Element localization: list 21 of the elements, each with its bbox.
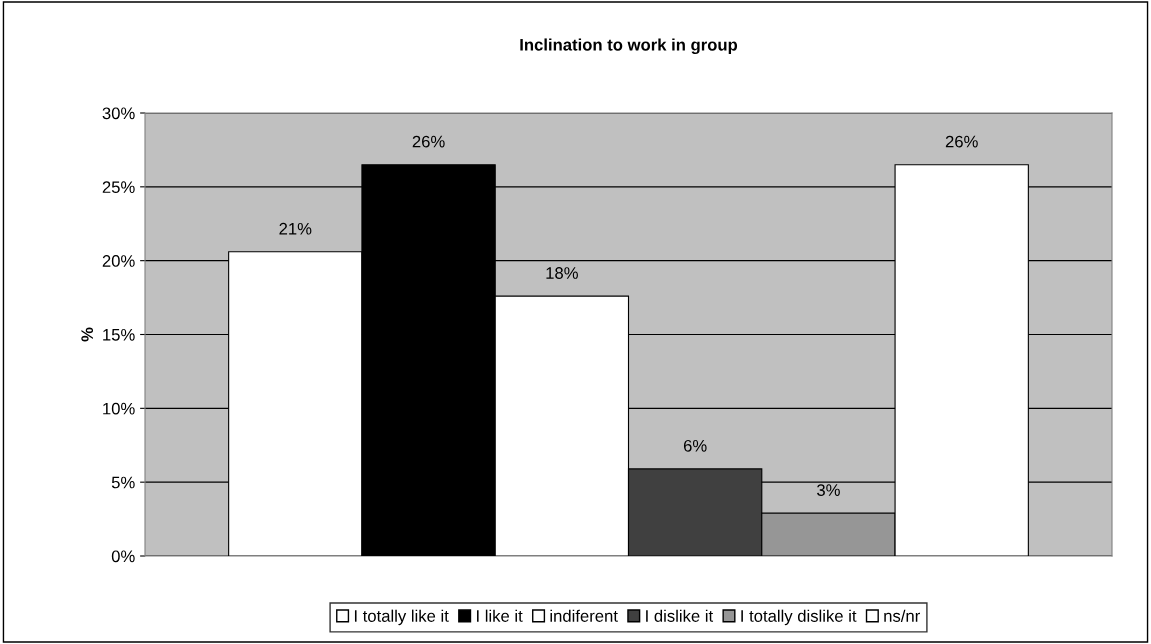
y-tick-label: 0% [111, 550, 135, 563]
data-label: 21% [279, 222, 312, 235]
legend-label: ns/nr [884, 609, 920, 622]
data-label: 3% [817, 484, 840, 496]
y-tick-label: 15% [103, 328, 135, 341]
legend-label: indiferent [550, 609, 618, 622]
legend-label: I totally dislike it [741, 609, 857, 626]
y-tick-label: 25% [102, 181, 135, 194]
legend-label: I like it [477, 609, 523, 622]
legend-label: I dislike it [646, 609, 714, 622]
y-tick-label: 10% [103, 402, 135, 415]
data-label: 26% [412, 135, 445, 148]
data-label: 18% [546, 267, 578, 279]
y-tick-label: 30% [102, 107, 135, 120]
chart-title: Inclination to work in group [520, 38, 738, 55]
data-label: 26% [945, 135, 978, 148]
legend-label: I totally like it [354, 609, 449, 626]
data-label: 6% [683, 439, 707, 452]
y-axis-title: % [81, 327, 94, 342]
y-tick-label: 20% [102, 255, 135, 267]
y-tick-label: 5% [111, 476, 135, 489]
